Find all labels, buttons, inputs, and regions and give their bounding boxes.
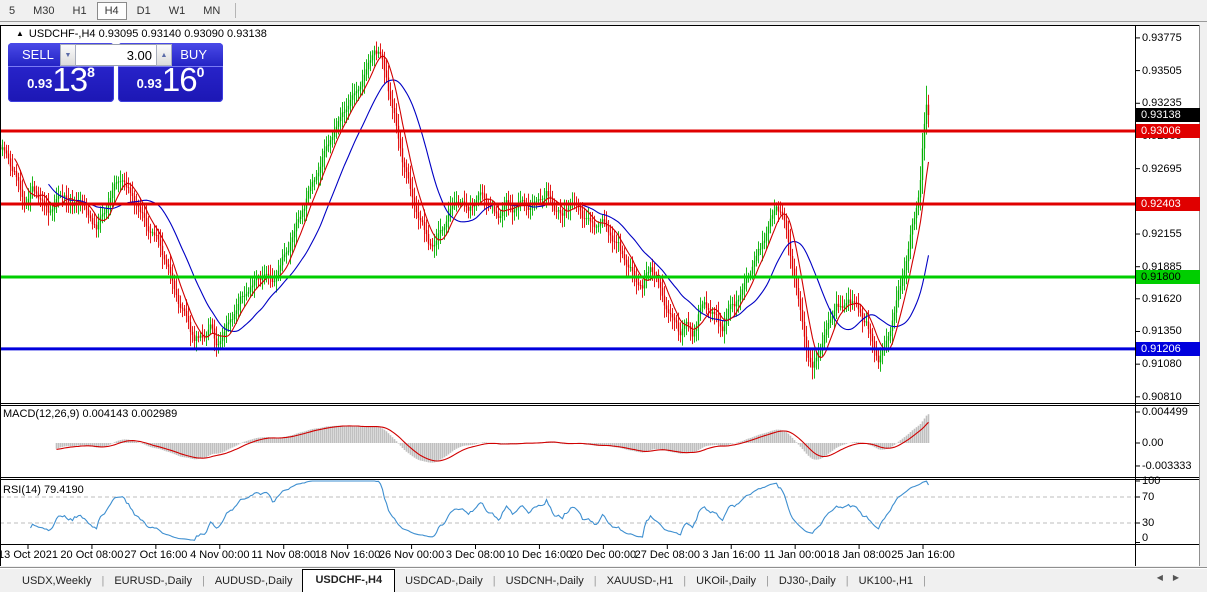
bid-price-badge: 0.93138 — [1136, 108, 1200, 123]
buy-price-digits: 16 — [161, 61, 198, 98]
tab-separator: | — [923, 575, 926, 587]
tab-pager-right-icon[interactable]: ▶ — [1172, 573, 1189, 582]
time-label: 26 Nov 00:00 — [378, 549, 445, 561]
timeframe-button-M30[interactable]: M30 — [33, 4, 55, 17]
time-label: 27 Oct 16:00 — [124, 549, 188, 561]
time-label: 13 Oct 2021 — [0, 549, 58, 561]
timeframe-button-W1[interactable]: W1 — [168, 4, 186, 17]
sell-price-pip: 8 — [87, 64, 95, 80]
tab-uk100-h1[interactable]: UK100-,H1 — [858, 575, 914, 587]
macd-signal-line — [56, 421, 929, 462]
time-label: 3 Dec 08:00 — [445, 549, 506, 561]
tab-xauusd-h1[interactable]: XAUUSD-,H1 — [606, 575, 674, 587]
tab-separator: | — [766, 575, 769, 587]
one-click-trading-panel: SELL 0.93138 BUY 0.93160 ▼ ▲ — [8, 43, 223, 102]
rsi-tick-label: 0 — [1142, 532, 1149, 544]
chart-background — [0, 25, 1200, 566]
tab-dj30-daily[interactable]: DJ30-,Daily — [778, 575, 836, 587]
level-price-badge-support-green: 0.91800 — [1136, 269, 1200, 284]
time-label: 3 Jan 16:00 — [702, 549, 760, 561]
macd-tick-label: 0.00 — [1142, 437, 1164, 449]
time-label: 25 Jan 16:00 — [891, 549, 955, 561]
level-price-badge-resistance-mid: 0.92403 — [1136, 196, 1200, 211]
sell-price-digits: 13 — [52, 61, 88, 98]
price-tick-label: 0.93505 — [1142, 64, 1182, 77]
time-label: 18 Nov 16:00 — [314, 549, 381, 561]
rsi-line — [30, 480, 929, 541]
level-price-badge-resistance-upper: 0.93006 — [1136, 124, 1200, 138]
rsi-tick-label: 70 — [1142, 491, 1155, 503]
time-label: 10 Dec 16:00 — [506, 549, 573, 561]
one-click-collapse-icon[interactable]: ▲ — [16, 29, 24, 38]
time-label: 20 Oct 08:00 — [60, 549, 124, 561]
time-label: 27 Dec 08:00 — [634, 549, 701, 561]
tab-separator: | — [683, 575, 687, 587]
price-tick-label: 0.92155 — [1142, 228, 1182, 241]
timeframe-button-MN[interactable]: MN — [203, 4, 221, 17]
sell-price-prefix: 0.93 — [27, 76, 53, 91]
candles-layer — [0, 41, 930, 380]
time-label: 11 Nov 08:00 — [251, 549, 317, 561]
tab-ukoil-daily[interactable]: UKOil-,Daily — [696, 575, 757, 587]
symbol-tabs: USDX,Weekly | EURUSD-,Daily | AUDUSD-,Daily U… — [0, 569, 926, 592]
volume-increase-button[interactable]: ▲ — [156, 44, 172, 66]
chart-title-text: USDCHF-,H4 0.93095 0.93140 0.93090 0.931… — [28, 28, 267, 40]
time-label: 4 Nov 00:00 — [190, 549, 250, 561]
price-tick-label: 0.91350 — [1142, 325, 1182, 338]
tab-separator: | — [201, 575, 205, 587]
buy-price-pip: 0 — [196, 64, 205, 80]
tab-eurusd-daily[interactable]: EURUSD-,Daily — [114, 575, 192, 587]
price-tick-label: 0.92695 — [1142, 162, 1182, 175]
macd-tick-label: -0.003333 — [1142, 459, 1192, 472]
macd-tick-label: 0.004499 — [1142, 405, 1188, 418]
rsi-tick-label: 30 — [1142, 517, 1155, 529]
price-tick-label: 0.90810 — [1142, 390, 1182, 403]
tab-usdx-weekly[interactable]: USDX,Weekly — [22, 575, 92, 587]
volume-decrease-button[interactable]: ▼ — [60, 44, 76, 66]
timeframe-button-D1[interactable]: D1 — [136, 4, 151, 17]
tab-separator: | — [593, 575, 597, 587]
tab-usdcad-daily[interactable]: USDCAD-,Daily — [405, 575, 483, 587]
tab-separator: | — [845, 575, 849, 587]
macd-label: MACD(12,26,9) 0.004143 0.002989 — [3, 408, 178, 420]
tab-separator: | — [492, 575, 496, 587]
tab-usdchf-h4[interactable]: USDCHF-,H4 — [302, 569, 396, 592]
price-tick-label: 0.91885 — [1142, 260, 1182, 273]
rsi-tick-label: 100 — [1142, 475, 1161, 487]
time-label: 11 Jan 00:00 — [763, 549, 827, 561]
rsi-label: RSI(14) 79.4190 — [3, 484, 84, 496]
time-label: 20 Dec 00:00 — [570, 549, 637, 561]
toolbar-separator — [235, 3, 237, 18]
buy-price: 0.93160 — [118, 61, 223, 99]
volume-spinner: ▼ ▲ — [60, 44, 172, 66]
price-tick-label: 0.93235 — [1142, 97, 1182, 110]
timeframe-button-H4[interactable]: H4 — [96, 1, 127, 20]
timeframe-button-H1[interactable]: H1 — [72, 4, 87, 17]
level-price-badge-support-blue: 0.91206 — [1136, 341, 1200, 356]
tab-pager: ◀▶ — [1157, 573, 1189, 582]
buy-price-prefix: 0.93 — [136, 76, 162, 91]
ma-slow-line — [48, 79, 930, 332]
time-label: 18 Jan 08:00 — [827, 549, 891, 561]
tab-usdcnh-daily[interactable]: USDCNH-,Daily — [505, 575, 584, 587]
price-tick-label: 0.91080 — [1142, 358, 1182, 371]
tab-separator: | — [101, 575, 105, 587]
timeframe-toolbar: 5 M30 H1 H4 D1 W1 MN — [0, 0, 1207, 22]
price-tick-label: 0.91620 — [1142, 292, 1182, 305]
timeframe-button-5[interactable]: 5 — [9, 4, 16, 17]
macd-histogram — [55, 414, 930, 463]
chart-canvas[interactable] — [0, 25, 1200, 566]
tab-audusd-daily[interactable]: AUDUSD-,Daily — [214, 575, 293, 587]
tab-pager-left-icon[interactable]: ◀ — [1156, 573, 1173, 582]
chart-title: ▲ USDCHF-,H4 0.93095 0.93140 0.93090 0.93… — [16, 28, 267, 40]
price-tick-label: 0.93775 — [1142, 31, 1182, 44]
sell-price: 0.93138 — [8, 61, 114, 99]
symbol-tabbar: USDX,Weekly | EURUSD-,Daily | AUDUSD-,Daily U… — [0, 567, 1207, 592]
volume-input[interactable] — [76, 44, 156, 66]
